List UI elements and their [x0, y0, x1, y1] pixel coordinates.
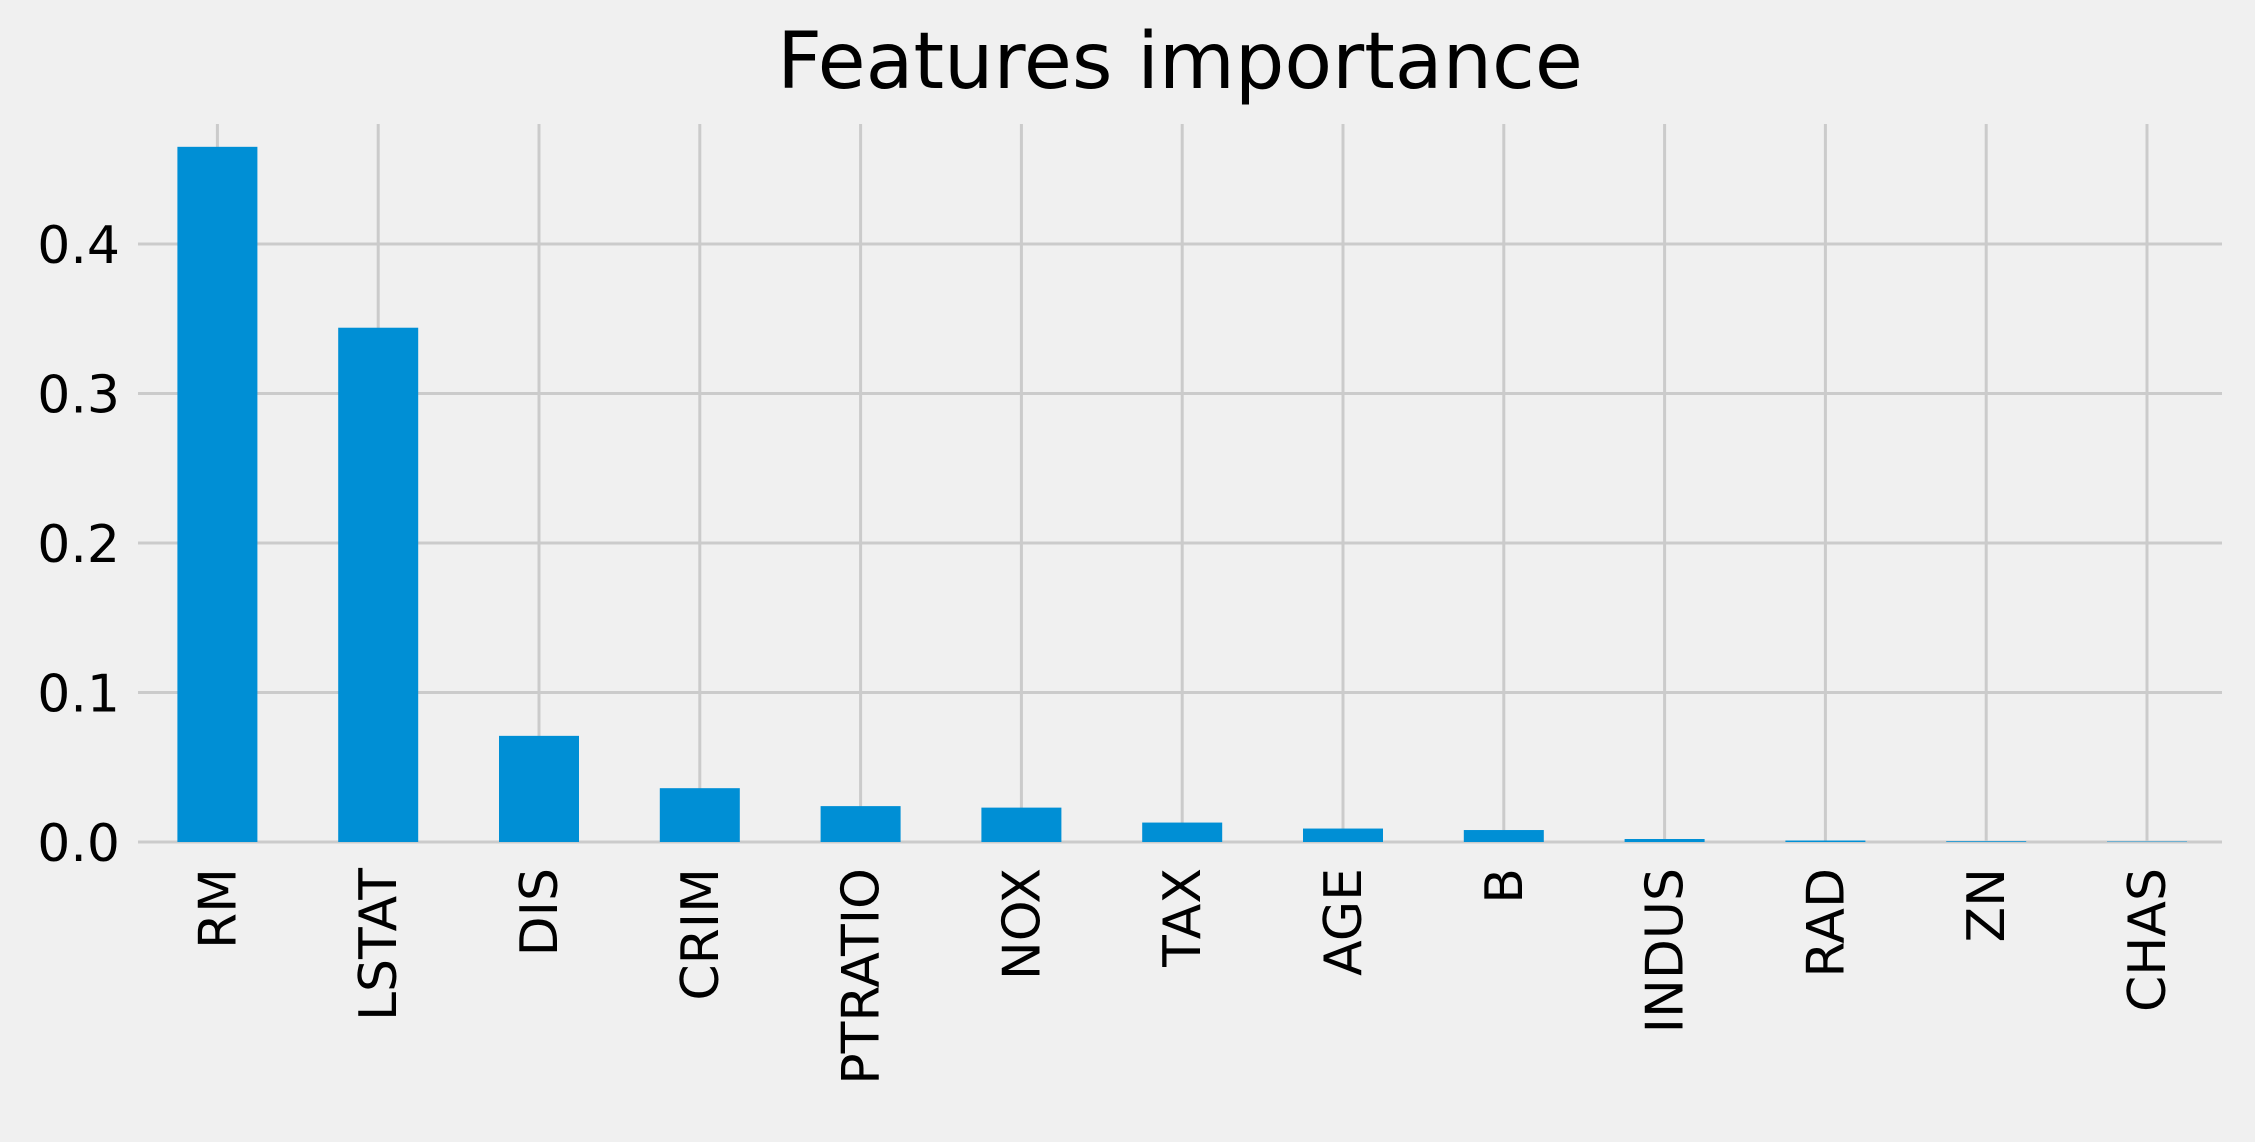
- y-tick-label: 0.4: [37, 216, 120, 276]
- y-tick-label: 0.3: [37, 366, 120, 426]
- bar-rad: [1785, 840, 1866, 842]
- bars: [177, 146, 2187, 843]
- x-tick-label: AGE: [1314, 868, 1374, 976]
- x-tick-label: DIS: [510, 868, 570, 956]
- bar-indus: [1624, 839, 1705, 842]
- bar-zn: [1946, 841, 2027, 842]
- y-tick-labels: 0.0 0.1 0.2 0.3 0.4: [37, 216, 120, 874]
- gridlines: [138, 124, 2222, 844]
- chart-title: Features importance: [777, 17, 1583, 107]
- bar-b: [1463, 830, 1544, 842]
- x-tick-label: CRIM: [671, 868, 731, 1001]
- x-tick-label: CHAS: [2118, 868, 2178, 1012]
- bar-rm: [177, 146, 258, 842]
- bar-tax: [1142, 822, 1223, 842]
- bar-lstat: [338, 327, 419, 843]
- x-tick-labels: RM LSTAT DIS CRIM PTRATIO NOX TAX AGE B INDUS RAD Z…: [188, 868, 2178, 1085]
- bar-ptratio: [820, 806, 901, 842]
- y-tick-label: 0.1: [37, 665, 120, 725]
- x-tick-label: B: [1475, 868, 1535, 904]
- y-tick-label: 0.0: [37, 814, 120, 874]
- x-tick-label: NOX: [992, 868, 1052, 980]
- x-tick-label: INDUS: [1636, 868, 1696, 1033]
- bar-nox: [981, 807, 1062, 842]
- bar-dis: [499, 735, 579, 842]
- x-tick-label: ZN: [1957, 868, 2017, 943]
- bar-age: [1303, 828, 1383, 842]
- x-tick-label: PTRATIO: [832, 868, 892, 1085]
- x-tick-label: RM: [188, 868, 248, 949]
- x-tick-label: LSTAT: [349, 868, 409, 1021]
- bar-crim: [659, 788, 740, 842]
- x-tick-label: TAX: [1153, 868, 1213, 968]
- y-tick-label: 0.2: [37, 515, 120, 575]
- x-tick-label: RAD: [1796, 868, 1856, 978]
